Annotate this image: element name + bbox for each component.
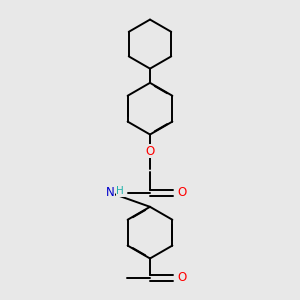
- Text: N: N: [106, 186, 114, 199]
- Text: O: O: [146, 145, 154, 158]
- Text: H: H: [116, 186, 124, 196]
- Text: O: O: [178, 186, 187, 199]
- Text: O: O: [178, 272, 187, 284]
